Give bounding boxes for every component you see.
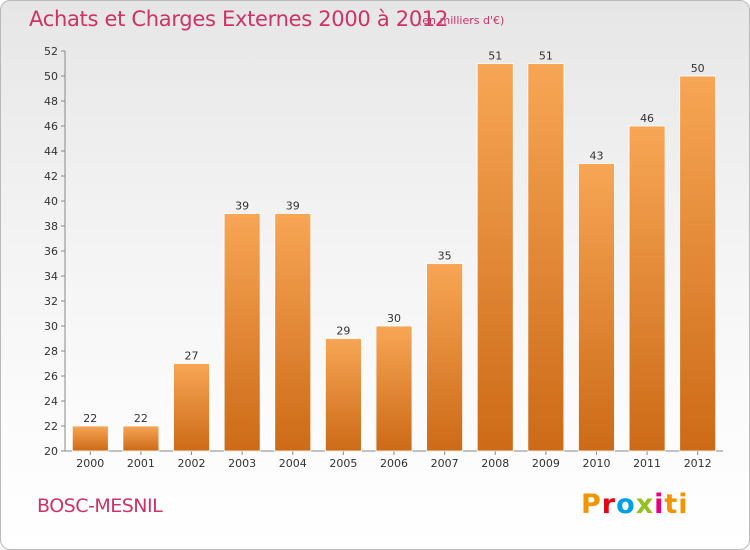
y-tick-label: 32 [44,295,58,308]
x-tick-label-2008: 2008 [481,457,509,470]
bar-2002 [173,363,210,452]
commune-name: BOSC-MESNIL [37,495,163,517]
value-label-2002: 27 [185,350,199,363]
value-label-2004: 39 [286,200,300,213]
value-label-2000: 22 [83,412,97,425]
x-tick-label-2011: 2011 [633,457,661,470]
bar-2012 [679,75,717,452]
value-label-2001: 22 [134,412,148,425]
bar-2000 [71,425,109,452]
x-tick-label-2003: 2003 [228,457,256,470]
bar-2011 [628,125,666,452]
x-tick-label-2000: 2000 [76,457,104,470]
bar-2003 [223,213,261,452]
chart-title: Achats et Charges Externes 2000 à 2012 [29,7,449,31]
x-tick-label-2001: 2001 [127,457,155,470]
bar-2010 [578,163,615,452]
bar-2006 [375,325,413,452]
value-label-2010: 43 [589,150,603,163]
y-tick-label: 36 [44,245,58,258]
x-tick-label-2012: 2012 [684,457,712,470]
value-label-2003: 39 [235,200,249,213]
y-tick-label: 34 [44,270,58,283]
value-label-2011: 46 [640,112,654,125]
x-tick-label-2010: 2010 [582,457,610,470]
value-label-2012: 50 [691,62,705,75]
bar-2007 [426,263,464,452]
value-label-2005: 29 [336,325,350,338]
y-tick-label: 52 [44,45,58,58]
bar-2008 [476,63,514,452]
x-tick-label-2002: 2002 [178,457,206,470]
value-label-2006: 30 [387,312,401,325]
value-label-2009: 51 [539,50,553,63]
y-tick-label: 30 [44,320,58,333]
y-tick-label: 42 [44,170,58,183]
x-tick-label-2009: 2009 [532,457,560,470]
x-tick-label-2004: 2004 [279,457,307,470]
y-tick-label: 22 [44,420,58,433]
y-tick-label: 28 [44,345,58,358]
y-tick-label: 20 [44,445,58,458]
x-tick-label-2007: 2007 [431,457,459,470]
y-tick-label: 44 [44,145,58,158]
bar-2005 [324,338,362,452]
y-tick-label: 40 [44,195,58,208]
x-tick-label-2005: 2005 [329,457,357,470]
y-tick-label: 38 [44,220,58,233]
bar-2001 [122,425,160,452]
y-tick-label: 24 [44,395,58,408]
y-tick-label: 50 [44,70,58,83]
value-label-2008: 51 [488,50,502,63]
y-tick-label: 46 [44,120,58,133]
x-tick-label-2006: 2006 [380,457,408,470]
bar-2004 [274,213,312,452]
y-tick-label: 48 [44,95,58,108]
proxiti-logo: Proxiti [581,489,689,520]
y-tick-label: 26 [44,370,58,383]
chart-subtitle: (en milliers d'€) [418,14,505,27]
bar-2009 [527,63,565,452]
value-label-2007: 35 [438,250,452,263]
